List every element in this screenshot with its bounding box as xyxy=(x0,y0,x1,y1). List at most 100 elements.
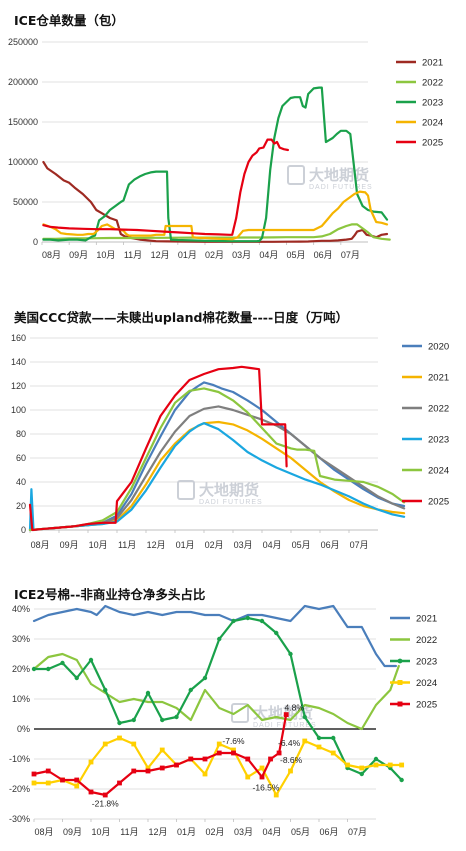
legend-label-2025: 2025 xyxy=(422,138,443,149)
legend-label-2021: 2021 xyxy=(416,614,437,625)
series-point-2025 xyxy=(60,777,65,783)
legend-label-2021: 2021 xyxy=(428,373,449,384)
series-point-2025 xyxy=(131,768,137,774)
series-point-2024 xyxy=(330,750,336,756)
series-point-2024 xyxy=(345,762,350,768)
watermark-text: 大地期货 xyxy=(309,166,369,184)
watermark-subtext: DADI FUTURES xyxy=(309,184,373,191)
series-point-2024 xyxy=(245,774,251,780)
x-tick-label: 01月 xyxy=(177,827,196,837)
series-line-2025 xyxy=(42,138,289,236)
x-tick-label: 09月 xyxy=(63,827,82,837)
series-point-2024 xyxy=(259,765,265,771)
chart-net-long: -30% -20% -10% 0% 10% 20% 30% 40% 08月 09月 10月 11月 12… xyxy=(9,604,437,837)
chart-title: 美国CCC贷款——未赎出upland棉花数量----日度（万吨） xyxy=(14,310,349,325)
data-label: -6.4% xyxy=(278,738,301,748)
series-point-2025 xyxy=(259,774,265,780)
series-point-2024 xyxy=(145,765,151,771)
series-point-2024 xyxy=(202,771,208,777)
y-tick-label: 150000 xyxy=(8,117,38,127)
series-point-2025 xyxy=(216,750,222,756)
series-point-2023 xyxy=(399,777,404,783)
series-line-2020 xyxy=(28,381,406,532)
series-point-2025 xyxy=(245,756,251,762)
series-point-2023 xyxy=(302,714,307,720)
y-tick-label: 20% xyxy=(12,664,30,674)
series-point-2023 xyxy=(202,675,208,681)
data-label: -7.6% xyxy=(222,736,245,746)
x-tick-label: 10月 xyxy=(89,540,108,550)
x-tick-label: 06月 xyxy=(319,827,338,837)
series-line-2021 xyxy=(32,604,397,668)
legend-label-2021: 2021 xyxy=(422,58,443,69)
y-tick-label: 100000 xyxy=(8,157,38,167)
series-line-2023 xyxy=(42,86,389,243)
series-point-2025 xyxy=(45,768,51,774)
series-point-2025 xyxy=(159,765,165,771)
legend-label-2022: 2022 xyxy=(416,635,437,646)
series-point-2024 xyxy=(302,738,308,744)
series-point-2024 xyxy=(387,762,393,768)
y-tick-label: -20% xyxy=(9,784,30,794)
legend-label-2023: 2023 xyxy=(428,435,449,446)
series-point-2023 xyxy=(274,630,279,636)
x-tick-label: 09月 xyxy=(60,540,79,550)
y-tick-label: 0 xyxy=(33,237,38,247)
series-point-2024 xyxy=(316,744,322,750)
y-tick-label: 20 xyxy=(16,501,26,511)
series-point-2025 xyxy=(202,756,208,762)
series-point-2025 xyxy=(117,780,122,786)
x-tick-label: 02月 xyxy=(205,827,224,837)
y-tick-label: 30% xyxy=(12,634,30,644)
series-point-2023 xyxy=(217,636,222,642)
series-point-2023 xyxy=(145,690,151,696)
x-tick-label: 07月 xyxy=(350,540,369,550)
series-point-2024 xyxy=(216,741,222,747)
series-point-2024 xyxy=(102,741,108,747)
series-point-2023 xyxy=(288,651,293,657)
series-point-2023 xyxy=(131,717,136,723)
series-point-2023 xyxy=(117,720,122,726)
y-tick-label: 10% xyxy=(12,694,30,704)
series-line-2022 xyxy=(42,223,391,241)
series-point-2024 xyxy=(31,780,37,786)
series-point-2024 xyxy=(359,765,365,771)
x-tick-label: 05月 xyxy=(292,540,311,550)
y-tick-label: -30% xyxy=(9,814,30,824)
series-point-2025 xyxy=(231,750,236,756)
series-point-2023 xyxy=(88,657,94,663)
data-label: -21.8% xyxy=(92,798,119,808)
x-tick-label: 10月 xyxy=(96,250,115,260)
x-tick-label: 02月 xyxy=(205,250,224,260)
series-point-2023 xyxy=(359,771,364,777)
x-tick-label: 02月 xyxy=(205,540,224,550)
chart-title: ICE2号棉--非商业持仓净多头占比 xyxy=(14,587,206,602)
x-tick-label: 11月 xyxy=(124,250,142,260)
x-tick-label: 12月 xyxy=(147,540,166,550)
data-label: 4.8% xyxy=(285,703,305,713)
legend-label-2025: 2025 xyxy=(428,497,449,508)
series-point-2023 xyxy=(245,615,250,621)
series-point-2023 xyxy=(160,717,165,723)
legend-label-2023: 2023 xyxy=(422,98,443,109)
series-point-2023 xyxy=(46,666,51,672)
y-tick-label: 250000 xyxy=(8,37,38,47)
chart-panel-ccc-loans: 美国CCC贷款——未赎出upland棉花数量----日度（万吨） 0 20 40 60… xyxy=(0,298,466,568)
series-point-2024 xyxy=(273,792,279,798)
legend-label-2024: 2024 xyxy=(428,466,449,477)
x-tick-label: 01月 xyxy=(176,540,195,550)
x-tick-label: 12月 xyxy=(151,250,170,260)
legend-label-2023: 2023 xyxy=(416,657,437,668)
y-tick-label: 120 xyxy=(11,381,26,391)
legend-marker-2025 xyxy=(397,701,403,707)
x-tick-label: 07月 xyxy=(341,250,360,260)
legend-marker-2024 xyxy=(397,680,403,685)
x-tick-label: 05月 xyxy=(287,250,306,260)
x-tick-label: 04月 xyxy=(259,250,278,260)
series-point-2025 xyxy=(268,756,273,762)
watermark-subtext: DADI FUTURES xyxy=(199,499,263,506)
series-line-2024 xyxy=(42,190,389,241)
series-point-2024 xyxy=(45,780,51,786)
series-point-2025 xyxy=(74,777,80,783)
